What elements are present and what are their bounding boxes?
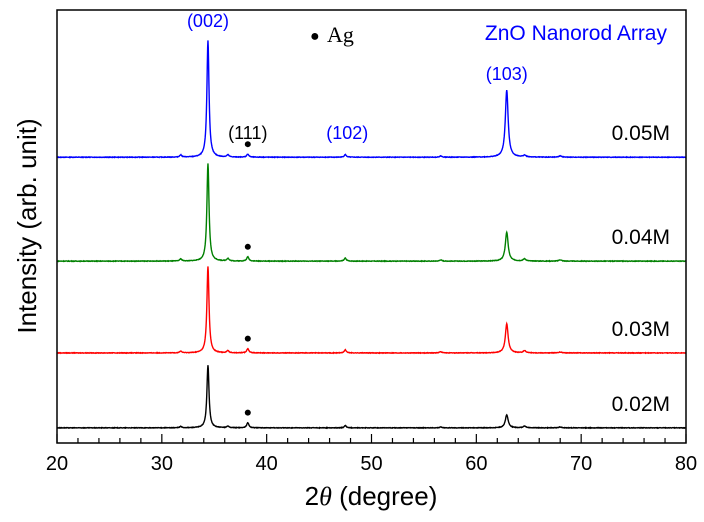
x-tick-label: 40 bbox=[256, 453, 278, 475]
x-tick-labels: 20 30 40 50 60 70 80 bbox=[46, 453, 697, 475]
plot-frame bbox=[56, 9, 687, 444]
x-tick-label: 80 bbox=[675, 453, 697, 475]
chart-title: ZnO Nanorod Array bbox=[485, 22, 668, 45]
x-axis-label: 2θ (degree) bbox=[305, 481, 438, 511]
y-axis-label: Intensity (arb. unit) bbox=[12, 118, 42, 333]
x-tick-label: 20 bbox=[46, 453, 68, 475]
peak-label: (002) bbox=[187, 11, 229, 31]
series-line-0.04M bbox=[56, 163, 686, 263]
peak-label: (103) bbox=[486, 64, 528, 84]
series-label: 0.03M bbox=[612, 318, 670, 341]
x-axis-label-suffix: (degree) bbox=[332, 481, 438, 511]
series-labels: 0.05M 0.04M 0.03M 0.02M bbox=[612, 122, 670, 416]
series-line-0.05M bbox=[56, 40, 686, 159]
x-ticks bbox=[56, 434, 687, 443]
ag-marker bbox=[244, 409, 251, 416]
legend-label: Ag bbox=[327, 22, 354, 47]
curves bbox=[56, 40, 686, 430]
legend-marker: ● bbox=[310, 28, 320, 45]
series-line-0.02M bbox=[56, 365, 686, 430]
peak-labels: (002) (111) (102) (103) bbox=[187, 11, 528, 143]
ag-marker bbox=[244, 335, 251, 342]
series-line-0.03M bbox=[56, 266, 686, 355]
ag-markers bbox=[244, 141, 251, 416]
x-axis-label-prefix: 2 bbox=[305, 481, 319, 511]
x-axis-label-theta: θ bbox=[319, 482, 332, 511]
ag-marker bbox=[244, 243, 251, 250]
peak-label: (102) bbox=[326, 123, 368, 143]
peak-label: (111) bbox=[228, 123, 267, 143]
legend: ● Ag bbox=[310, 22, 354, 47]
series-label: 0.05M bbox=[612, 122, 670, 145]
x-tick-label: 50 bbox=[360, 453, 382, 475]
x-tick-label: 60 bbox=[465, 453, 487, 475]
series-label: 0.02M bbox=[612, 393, 670, 416]
x-tick-label: 70 bbox=[570, 453, 592, 475]
series-label: 0.04M bbox=[612, 226, 670, 249]
ag-marker bbox=[244, 141, 251, 148]
x-tick-label: 30 bbox=[151, 453, 173, 475]
